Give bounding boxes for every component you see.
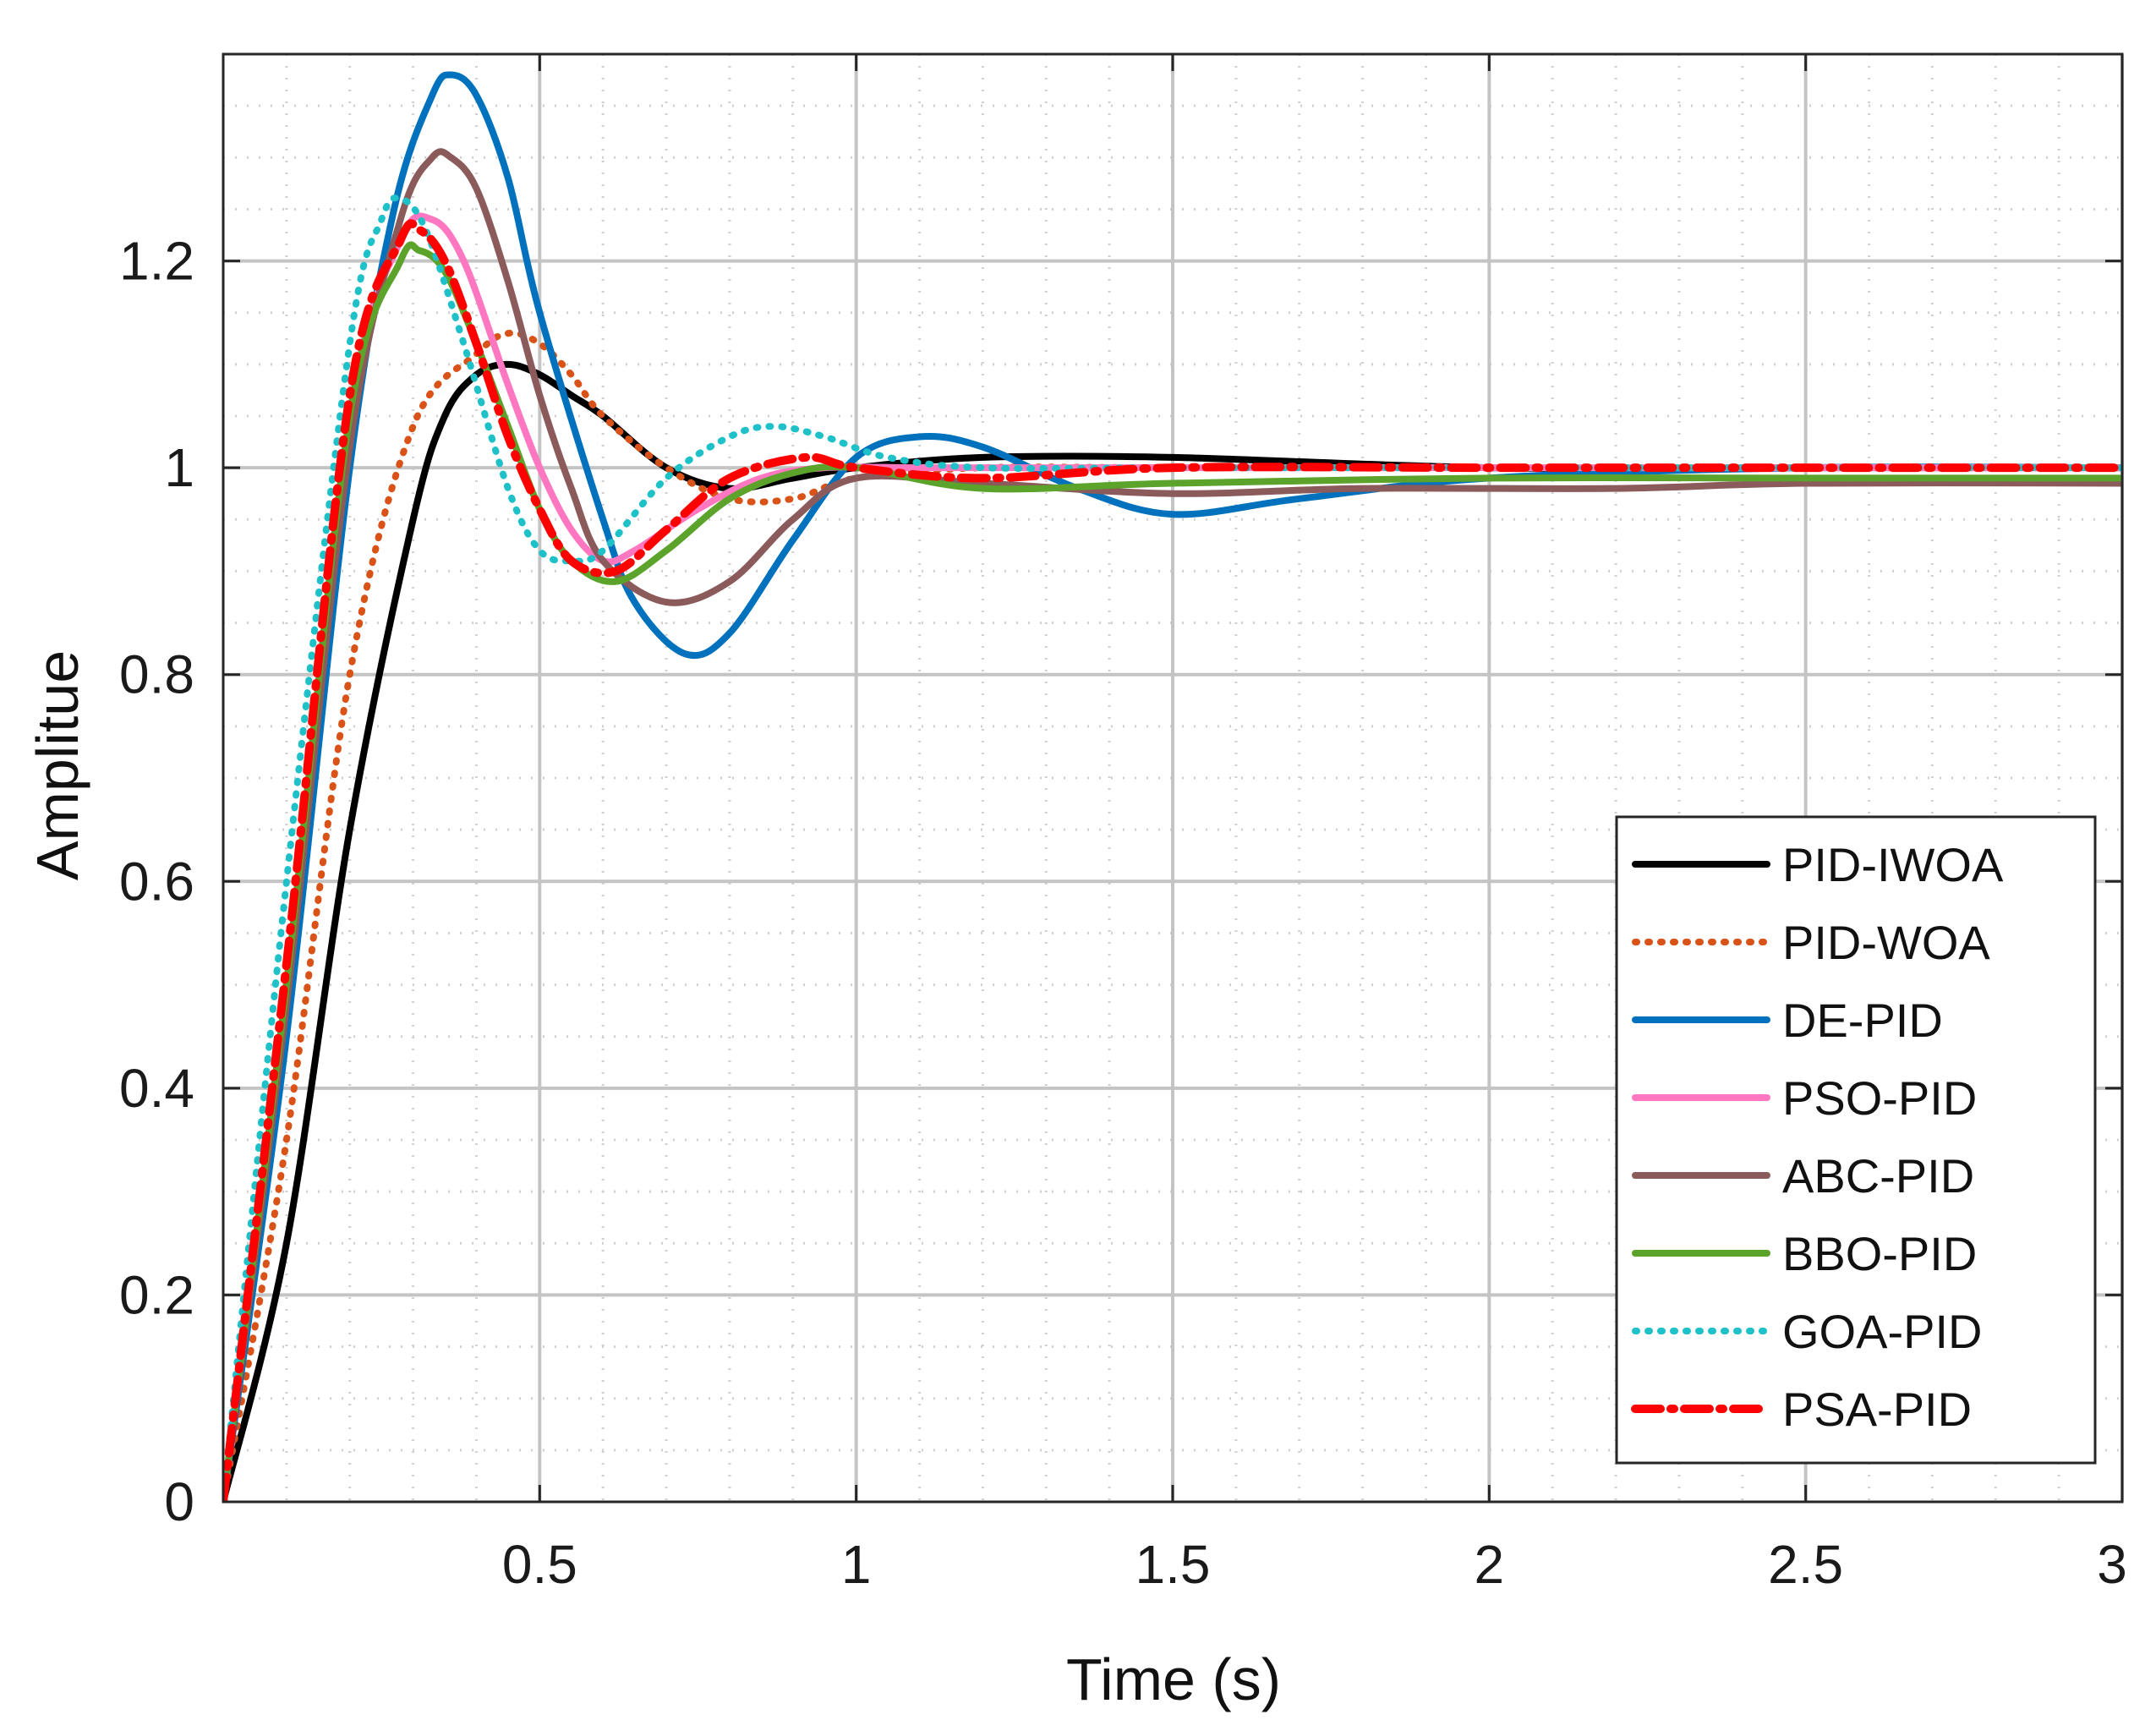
x-tick-label: 3 <box>2097 1534 2127 1595</box>
legend: PID-IWOA PID-WOA DE-PID PSO-PID ABC-PID BBO-P… <box>1615 815 2097 1465</box>
x-tick-label: 2 <box>1475 1534 1505 1595</box>
legend-label-psa-pid: PSA-PID <box>1782 1383 1972 1436</box>
plot-frame <box>222 52 2124 1504</box>
x-tick-label: 1 <box>841 1534 872 1595</box>
legend-label-abc-pid: ABC-PID <box>1782 1149 1974 1202</box>
legend-box <box>1615 815 2097 1465</box>
legend-label-goa-pid: GOA-PID <box>1782 1305 1982 1358</box>
legend-label-bbo-pid: BBO-PID <box>1782 1227 1977 1280</box>
y-tick-label: 1.2 <box>119 231 194 292</box>
series-line-psa-pid <box>223 219 2122 1502</box>
x-tick-label: 0.5 <box>502 1534 577 1595</box>
y-tick-label: 1 <box>164 437 194 498</box>
y-tick-label: 0.2 <box>119 1264 194 1325</box>
series-lines <box>223 71 2122 1502</box>
y-tick-labels: 0 0.2 0.4 0.6 0.8 1 1.2 <box>119 231 194 1532</box>
x-tick-label: 2.5 <box>1768 1534 1843 1595</box>
series-line-abc-pid <box>223 148 2122 1502</box>
x-axis-label: Time (s) <box>1066 1646 1281 1712</box>
x-tick-label: 1.5 <box>1135 1534 1211 1595</box>
x-tick-labels: 0.5 1 1.5 2 2.5 3 <box>502 1534 2127 1595</box>
y-tick-label: 0 <box>164 1471 194 1532</box>
y-axis-label: Amplitue <box>25 650 90 880</box>
legend-label-pso-pid: PSO-PID <box>1782 1071 1977 1125</box>
y-tick-label: 0.4 <box>119 1058 194 1119</box>
legend-label-de-pid: DE-PID <box>1782 994 1943 1047</box>
legend-label-pid-woa: PID-WOA <box>1782 916 1990 969</box>
y-tick-label: 0.8 <box>119 644 194 705</box>
series-line-pid-woa <box>223 329 2122 1502</box>
legend-label-pid-iwoa: PID-IWOA <box>1782 838 2004 891</box>
y-tick-label: 0.6 <box>119 851 194 912</box>
